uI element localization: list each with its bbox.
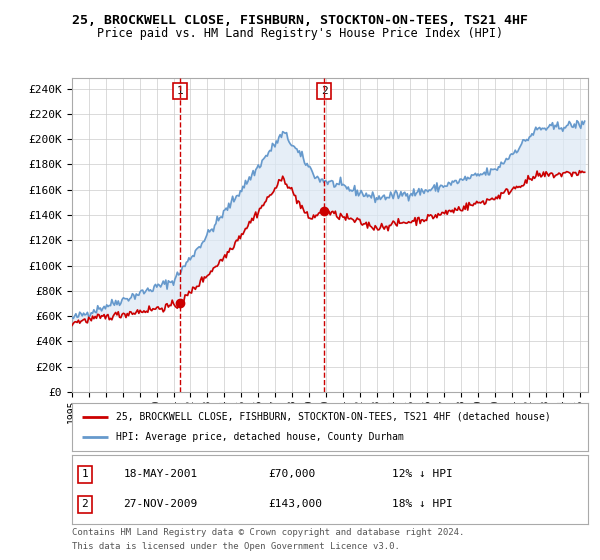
Text: 1: 1 — [176, 86, 184, 96]
Text: £143,000: £143,000 — [268, 500, 322, 510]
Text: HPI: Average price, detached house, County Durham: HPI: Average price, detached house, Coun… — [116, 432, 404, 442]
Text: Contains HM Land Registry data © Crown copyright and database right 2024.: Contains HM Land Registry data © Crown c… — [72, 528, 464, 536]
Text: £70,000: £70,000 — [268, 469, 316, 479]
Text: 12% ↓ HPI: 12% ↓ HPI — [392, 469, 452, 479]
Text: 2: 2 — [82, 500, 88, 510]
Text: 1: 1 — [82, 469, 88, 479]
Text: 18% ↓ HPI: 18% ↓ HPI — [392, 500, 452, 510]
Text: This data is licensed under the Open Government Licence v3.0.: This data is licensed under the Open Gov… — [72, 542, 400, 551]
Text: 27-NOV-2009: 27-NOV-2009 — [124, 500, 198, 510]
Text: Price paid vs. HM Land Registry's House Price Index (HPI): Price paid vs. HM Land Registry's House … — [97, 27, 503, 40]
Text: 18-MAY-2001: 18-MAY-2001 — [124, 469, 198, 479]
Text: 25, BROCKWELL CLOSE, FISHBURN, STOCKTON-ON-TEES, TS21 4HF: 25, BROCKWELL CLOSE, FISHBURN, STOCKTON-… — [72, 14, 528, 27]
Text: 25, BROCKWELL CLOSE, FISHBURN, STOCKTON-ON-TEES, TS21 4HF (detached house): 25, BROCKWELL CLOSE, FISHBURN, STOCKTON-… — [116, 412, 551, 422]
Text: 2: 2 — [321, 86, 328, 96]
